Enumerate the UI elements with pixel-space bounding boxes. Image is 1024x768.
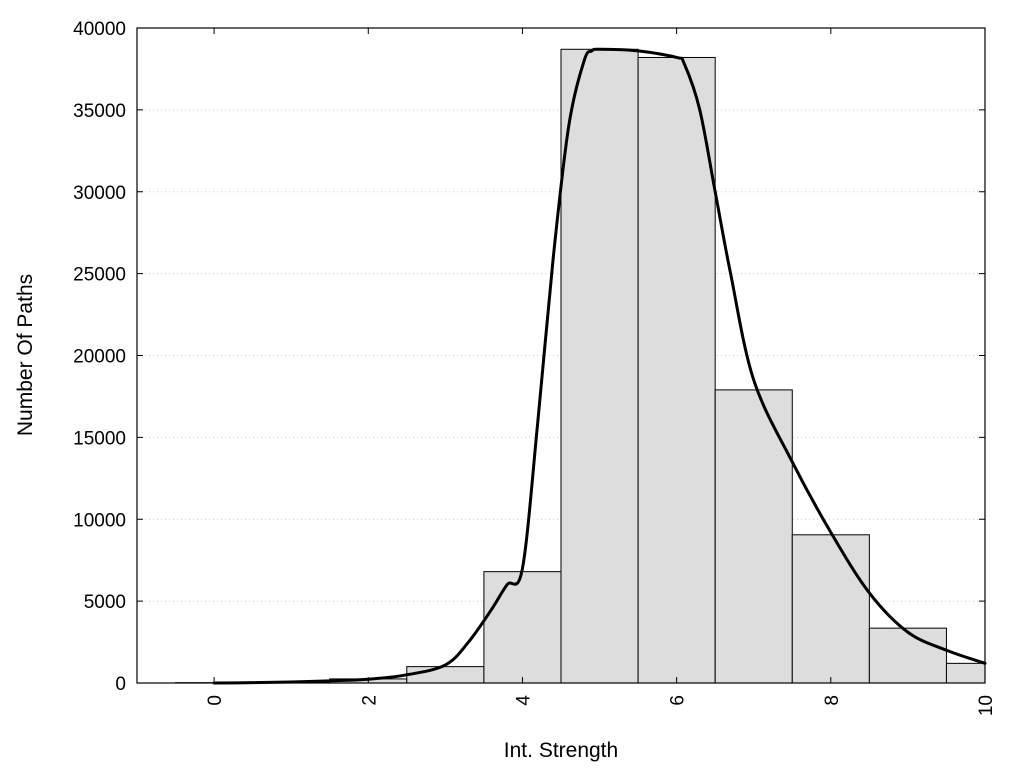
fit-curve-layer bbox=[212, 47, 987, 685]
histogram-bar bbox=[560, 48, 639, 684]
y-tick-label: 40000 bbox=[73, 19, 126, 40]
histogram-bar bbox=[791, 534, 870, 684]
histogram-bar bbox=[406, 666, 485, 684]
y-tick-label: 25000 bbox=[73, 265, 126, 286]
x-tick-label: 4 bbox=[513, 695, 534, 706]
histogram-bars bbox=[175, 48, 986, 684]
fit-curve bbox=[212, 47, 987, 685]
x-axis-title: Int. Strength bbox=[504, 739, 618, 762]
x-tick-label: 8 bbox=[822, 695, 843, 706]
y-tick-label: 0 bbox=[115, 674, 126, 695]
y-tick-label: 30000 bbox=[73, 183, 126, 204]
y-tick-label: 35000 bbox=[73, 101, 126, 122]
x-tick-label: 0 bbox=[205, 695, 226, 706]
histogram-bar bbox=[945, 662, 986, 684]
histogram-bar bbox=[637, 56, 716, 684]
y-tick-label: 15000 bbox=[73, 428, 126, 449]
x-tick-label: 2 bbox=[359, 695, 380, 706]
y-axis-title: Number Of Paths bbox=[14, 274, 37, 436]
y-axis-ticks: 0 5000 10000 15000 20000 25000 30000 35000 40000 bbox=[73, 19, 985, 695]
x-axis-ticks: 0 2 4 6 8 10 bbox=[205, 28, 997, 716]
y-tick-label: 20000 bbox=[73, 347, 126, 368]
histogram-bar bbox=[714, 389, 793, 684]
histogram-bar bbox=[868, 627, 947, 684]
y-tick-label: 10000 bbox=[73, 510, 126, 531]
x-tick-label: 10 bbox=[976, 695, 997, 716]
x-tick-label: 6 bbox=[668, 695, 689, 706]
y-tick-label: 5000 bbox=[84, 592, 126, 613]
histogram-bar bbox=[483, 571, 562, 684]
